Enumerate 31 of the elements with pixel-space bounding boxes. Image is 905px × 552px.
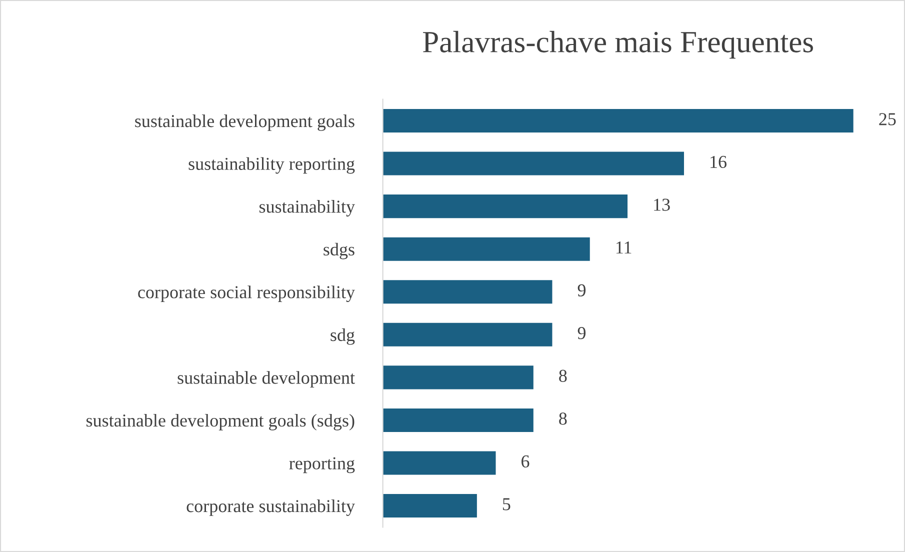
y-tick-label: sustainable development bbox=[178, 371, 355, 388]
data-label: 8 bbox=[559, 370, 567, 382]
data-label: 8 bbox=[559, 412, 567, 425]
y-tick-label: sustainable development goals (sdgs) bbox=[86, 414, 354, 430]
y-tick-label: corporate social responsibility bbox=[138, 286, 355, 302]
data-label: 25 bbox=[879, 113, 896, 126]
bar bbox=[382, 366, 534, 390]
chart-title: Palavras-chave mais Frequentes bbox=[422, 30, 813, 59]
data-label: 11 bbox=[616, 242, 632, 254]
y-tick-label: sdg bbox=[330, 328, 355, 345]
bar bbox=[382, 152, 684, 176]
y-tick-label: sustainable development goals bbox=[135, 114, 354, 131]
y-tick-label: reporting bbox=[289, 457, 355, 474]
bar bbox=[382, 322, 552, 346]
y-tick-label: corporate sustainability bbox=[186, 500, 355, 516]
bar bbox=[382, 237, 590, 261]
data-label: 16 bbox=[710, 156, 727, 168]
data-label: 6 bbox=[522, 455, 530, 468]
data-label: 9 bbox=[578, 284, 586, 296]
bar bbox=[382, 194, 628, 218]
bar bbox=[382, 108, 854, 133]
data-label: 13 bbox=[654, 198, 670, 211]
bar bbox=[382, 408, 534, 432]
y-tick-label: sustainability bbox=[259, 200, 355, 216]
bar bbox=[382, 451, 496, 475]
y-tick-label: sdgs bbox=[324, 242, 354, 260]
bar bbox=[382, 494, 477, 518]
bar bbox=[382, 280, 552, 304]
data-label: 5 bbox=[502, 498, 510, 510]
data-label: 9 bbox=[578, 327, 586, 340]
y-tick-label: sustainability reporting bbox=[188, 157, 355, 174]
